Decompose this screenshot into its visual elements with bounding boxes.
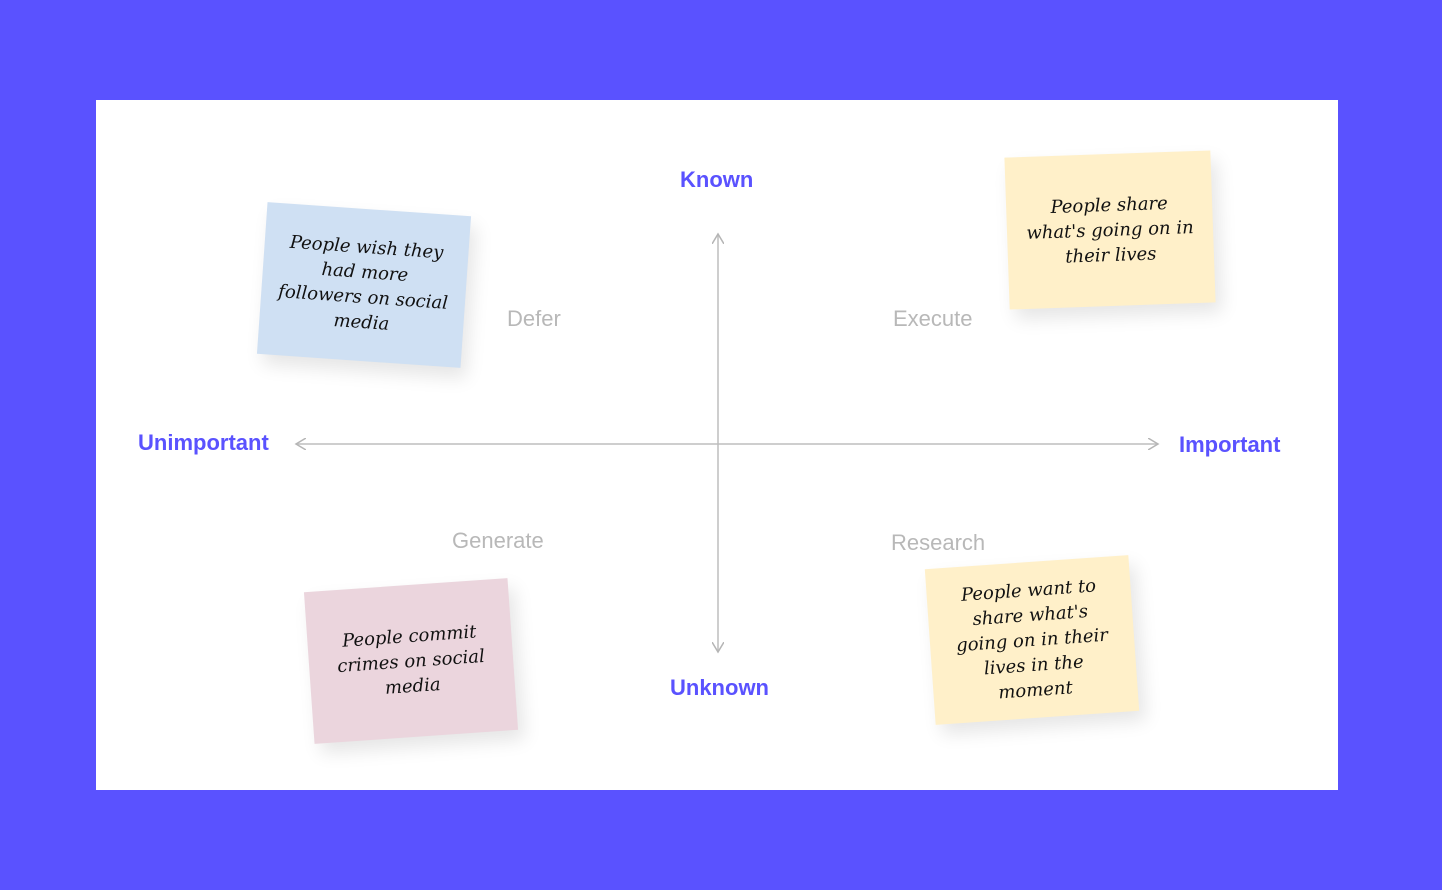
sticky-note-text: People wish they had more followers on s… bbox=[277, 231, 449, 335]
sticky-note-text: People commit crimes on social media bbox=[336, 620, 486, 699]
axis-label-unknown: Unknown bbox=[670, 675, 769, 700]
sticky-note-text: People share what's going on in their li… bbox=[1026, 192, 1194, 268]
axes-arrows bbox=[96, 100, 1338, 790]
quadrant-label-defer: Defer bbox=[507, 306, 561, 331]
quadrant-label-execute: Execute bbox=[893, 306, 973, 331]
sticky-note[interactable]: People want to share what's going on in … bbox=[924, 555, 1140, 725]
axis-label-unimportant: Unimportant bbox=[138, 430, 269, 455]
matrix-board: Known Unknown Unimportant Important Defe… bbox=[96, 100, 1338, 790]
sticky-note[interactable]: People commit crimes on social media bbox=[303, 578, 519, 744]
quadrant-label-generate: Generate bbox=[452, 528, 544, 553]
quadrant-label-research: Research bbox=[891, 530, 986, 555]
sticky-note[interactable]: People wish they had more followers on s… bbox=[256, 202, 472, 368]
axis-label-known: Known bbox=[680, 167, 754, 192]
sticky-note[interactable]: People share what's going on in their li… bbox=[1004, 150, 1216, 310]
axis-label-important: Important bbox=[1179, 432, 1281, 457]
sticky-note-text: People want to share what's going on in … bbox=[955, 574, 1109, 703]
